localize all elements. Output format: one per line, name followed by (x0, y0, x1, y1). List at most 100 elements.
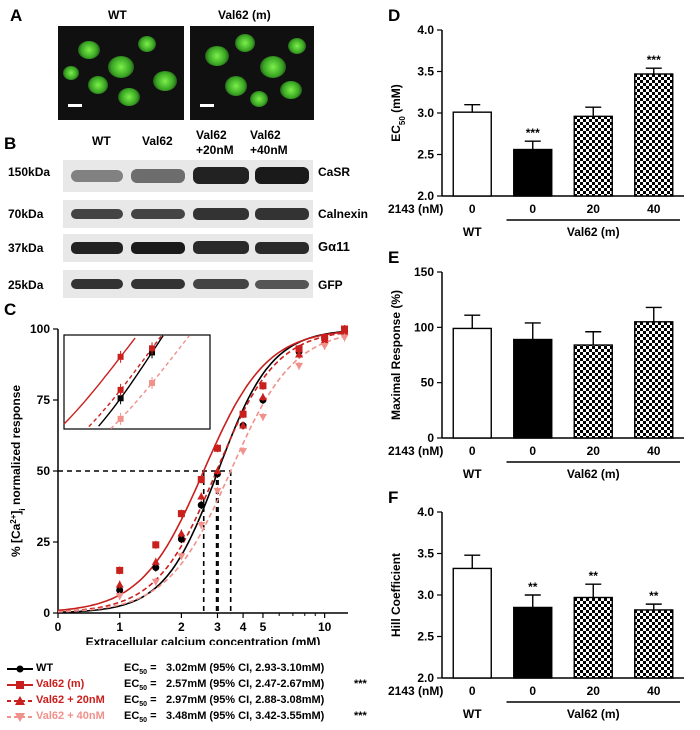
significance-stars: ** (589, 569, 599, 583)
y-tick-label: 0 (427, 431, 434, 445)
inset-point (117, 386, 124, 393)
data-point (320, 336, 329, 344)
dose-label: 0 (469, 684, 476, 698)
micrograph-val62 (190, 26, 314, 120)
data-point (258, 414, 267, 422)
y-tick-label: 100 (414, 320, 434, 334)
data-point (151, 557, 160, 565)
y-tick-label: 2.0 (417, 189, 434, 203)
legend-swatch-wt (7, 665, 33, 673)
y-tick-label: 4.0 (417, 505, 434, 519)
blot-size-25: 25kDa (8, 278, 44, 292)
panel-label-f: F (388, 488, 399, 507)
ec50-bar-chart: 2.0 2.5 3.0 3.5 4.0 EC50 (mM) 0 *** 0 20 *** 40 2143… (388, 23, 684, 239)
data-point (197, 476, 205, 484)
data-point (239, 448, 248, 456)
group-label-val62: Val62 (m) (567, 467, 620, 481)
dose-label: 20 (587, 444, 601, 458)
blot-lane-label-val62-40nm: Val62 +40nM (250, 128, 288, 157)
dose-row-label: 2143 (nM) (388, 684, 443, 698)
y-axis-title: Maximal Response (%) (389, 290, 403, 420)
legend-ec50-label: EC50 = (124, 678, 157, 693)
blot-lane-label-wt: WT (92, 134, 111, 148)
dose-label: 0 (529, 444, 536, 458)
dose-label: 0 (529, 202, 536, 216)
legend-ec50-val62-20nm: 2.97mM (95% CI, 2.88-3.08mM) (166, 694, 325, 706)
blot-protein-galpha11: Gα11 (318, 239, 350, 254)
bar (513, 148, 553, 197)
dose-label: 0 (469, 202, 476, 216)
bar (452, 111, 492, 197)
blot-protein-calnexin: Calnexin (318, 207, 369, 221)
legend-swatch-val62-40nm (7, 713, 33, 722)
inset-point (117, 415, 124, 422)
group-label-wt: WT (463, 467, 482, 481)
max-response-bar-chart: 0 50 100 150 Maximal Response (%) 0 0 20 40 2143 … (388, 265, 684, 481)
legend-name-wt: WT (36, 662, 54, 674)
legend-ec50-val62: 2.57mM (95% CI, 2.47-2.67mM) (166, 678, 325, 690)
panel-label-e: E (388, 248, 400, 267)
inset-frame (63, 334, 211, 430)
group-label-val62: Val62 (m) (567, 225, 620, 239)
bar (634, 321, 674, 439)
data-point (116, 566, 124, 574)
dose-label: 0 (469, 444, 476, 458)
significance-stars: ** (649, 589, 659, 603)
blot-lane-label-val62-20nm: Val62 +20nM (196, 128, 234, 157)
x-tick-label: 5 (260, 620, 267, 634)
micrograph-label-wt: WT (108, 8, 127, 22)
inset-point (117, 353, 124, 360)
y-tick-label: 2.5 (417, 630, 434, 644)
y-tick-label: 50 (421, 376, 435, 390)
legend-swatch-val62-20nm (7, 696, 33, 705)
bar (513, 338, 553, 439)
dose-response-legend: WT EC50 = 3.02mM (95% CI, 2.93-3.10mM) V… (6, 662, 386, 728)
blot-size-70: 70kDa (8, 207, 44, 221)
legend-swatch-val62 (7, 681, 33, 689)
micrograph-wt (58, 26, 184, 120)
panel-label-b: B (4, 134, 17, 153)
blot-size-37: 37kDa (8, 241, 44, 255)
data-point (177, 510, 185, 518)
data-point (213, 487, 222, 495)
data-point (151, 578, 160, 586)
panel-label-c: C (4, 300, 17, 319)
legend-ec50-wt: 3.02mM (95% CI, 2.93-3.10mM) (166, 662, 325, 674)
bar (573, 344, 613, 439)
y-tick-label: 25 (37, 535, 51, 549)
significance-stars: ** (528, 580, 538, 594)
data-point (115, 592, 124, 600)
group-label-val62: Val62 (m) (567, 707, 620, 721)
dose-label: 40 (647, 202, 661, 216)
legend-name-val62-20nm: Val62 + 20nM (36, 694, 105, 706)
y-tick-label: 2.5 (417, 148, 434, 162)
dose-label: 40 (647, 444, 661, 458)
data-point (340, 334, 349, 342)
bar (452, 567, 492, 679)
x-axis-title: Extracellular calcium concentration (mM) (86, 635, 321, 645)
data-point (295, 345, 303, 353)
x-tick-label: 3 (214, 620, 221, 634)
bar (573, 115, 613, 197)
y-tick-label: 2.0 (417, 671, 434, 685)
legend-ec50-label: EC50 = (124, 710, 157, 725)
data-point (213, 467, 222, 474)
fit-curve-3 (57, 334, 349, 613)
significance-stars: *** (526, 126, 540, 140)
data-point (152, 541, 160, 549)
legend-ec50-val62-40nm: 3.48mM (95% CI, 3.42-3.55mM) (166, 710, 325, 722)
x-tick-label: 4 (240, 620, 247, 634)
data-point (295, 350, 304, 358)
y-tick-label: 4.0 (417, 23, 434, 37)
dose-label: 40 (647, 684, 661, 698)
legend-ec50-label: EC50 = (124, 662, 157, 677)
data-point (213, 444, 221, 452)
inset-point (149, 379, 156, 386)
legend-name-val62: Val62 (m) (36, 678, 85, 690)
dose-label: 20 (587, 684, 601, 698)
panel-label-d: D (388, 6, 401, 25)
blot-strip-calnexin (63, 200, 313, 228)
data-point (295, 362, 304, 370)
blot-size-150: 150kDa (8, 165, 51, 179)
y-axis-title: Hill Coefficient (389, 553, 403, 637)
